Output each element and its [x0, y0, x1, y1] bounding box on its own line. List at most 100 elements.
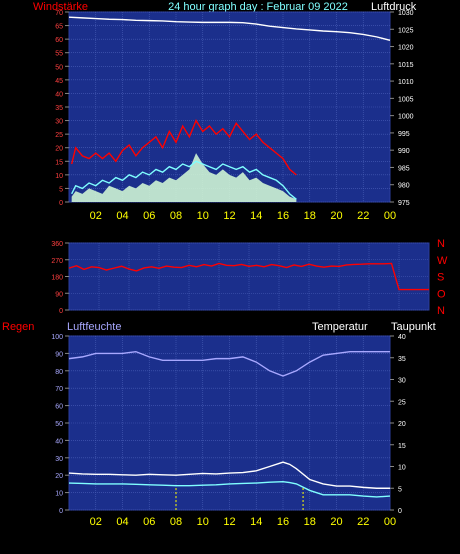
right-tick-label: 985: [398, 165, 410, 172]
left-tick-label: 90: [55, 291, 63, 298]
x-tick-label: 06: [143, 516, 155, 528]
right-tick-label: 15: [398, 443, 406, 450]
wind-direction-grid: [69, 242, 429, 311]
right-tick-label: 980: [398, 183, 410, 190]
series-line: [68, 350, 390, 377]
left-tick-label: 360: [51, 241, 63, 248]
left-tick-label: 60: [55, 404, 63, 411]
left-tick-label: 25: [55, 132, 63, 139]
left-tick-label: 80: [55, 369, 63, 376]
x-tick-label: 20: [330, 210, 342, 222]
wind-gust-area: [71, 153, 297, 202]
left-tick-label: 90: [55, 351, 63, 358]
right-tick-label: 1000: [398, 114, 414, 121]
compass-letter: N: [437, 238, 445, 250]
x-tick-label: 18: [304, 210, 316, 222]
right-tick-label: 20: [398, 421, 406, 428]
left-tick-label: 5: [59, 186, 63, 193]
temperature-axis-title: Temperatur: [312, 321, 368, 333]
left-tick-label: 30: [55, 119, 63, 126]
left-tick-label: 55: [55, 51, 63, 58]
left-tick-label: 30: [55, 456, 63, 463]
x-tick-label: 22: [357, 210, 369, 222]
x-tick-label: 08: [170, 516, 182, 528]
x-tick-label: 18: [304, 516, 316, 528]
x-tick-label: 14: [250, 516, 262, 528]
right-tick-label: 0: [398, 508, 402, 515]
chart-title: 24 hour graph day : Februar 09 2022: [168, 1, 348, 13]
humidity-temperature-grid: [69, 335, 390, 511]
x-tick-label: 02: [90, 516, 102, 528]
x-tick-label: 04: [116, 210, 128, 222]
right-tick-label: 1030: [398, 10, 414, 17]
humidity-temperature-series: [68, 350, 391, 510]
right-tick-label: 35: [398, 356, 406, 363]
compass-letter: W: [437, 255, 448, 267]
left-tick-label: 50: [55, 421, 63, 428]
pressure-axis-title: Luftdruck: [371, 1, 417, 13]
right-tick-label: 995: [398, 131, 410, 138]
x-tick-label: 08: [170, 210, 182, 222]
left-tick-label: 0: [59, 308, 63, 315]
x-tick-label: 04: [116, 516, 128, 528]
right-tick-label: 990: [398, 148, 410, 155]
left-tick-label: 60: [55, 37, 63, 44]
left-tick-label: 35: [55, 105, 63, 112]
left-tick-label: 270: [51, 258, 63, 265]
series-line: [68, 481, 391, 498]
left-tick-label: 65: [55, 24, 63, 31]
right-tick-label: 5: [398, 486, 402, 493]
wind-direction-series: [68, 262, 429, 291]
right-tick-label: 1015: [398, 62, 414, 69]
wind-pressure-series: [68, 16, 391, 202]
right-tick-label: 40: [398, 334, 406, 341]
wind-axis-title: Windstärke: [33, 1, 88, 13]
left-tick-label: 45: [55, 78, 63, 85]
x-tick-label: 20: [330, 516, 342, 528]
left-tick-label: 0: [59, 508, 63, 515]
left-tick-label: 50: [55, 64, 63, 71]
x-tick-label: 12: [223, 210, 235, 222]
wind-pressure-grid: [69, 11, 390, 203]
humidity-axis-title: Luftfeuchte: [67, 321, 121, 333]
series-line: [68, 461, 390, 489]
left-tick-label: 70: [55, 386, 63, 393]
left-tick-label: 100: [51, 334, 63, 341]
x-tick-label: 00: [384, 516, 396, 528]
right-tick-label: 30: [398, 378, 406, 385]
left-tick-label: 40: [55, 91, 63, 98]
x-tick-label: 16: [277, 516, 289, 528]
x-tick-label: 14: [250, 210, 262, 222]
humidity-ticks: 0 10 20 30 40 50 60 70 80 90 100: [51, 334, 69, 515]
series-line: [70, 119, 297, 176]
pressure-ticks: 975 980 985 990 995 1000 1005 1010 1015 1020 1025 1…: [390, 10, 414, 207]
x-tick-label: 10: [197, 210, 209, 222]
rain-axis-title: Regen: [2, 321, 34, 333]
compass-letter: N: [437, 305, 445, 317]
right-tick-label: 1025: [398, 27, 414, 34]
left-tick-label: 20: [55, 146, 63, 153]
left-tick-label: 40: [55, 438, 63, 445]
left-tick-label: 15: [55, 159, 63, 166]
series-line: [71, 160, 297, 200]
x-tick-label: 02: [90, 210, 102, 222]
x-tick-label: 16: [277, 210, 289, 222]
right-tick-label: 975: [398, 200, 410, 207]
left-tick-label: 0: [59, 200, 63, 207]
right-tick-label: 1005: [398, 96, 414, 103]
compass-letter: O: [437, 288, 446, 300]
series-line: [68, 262, 429, 291]
humidity-temperature-x-ticks: 02 04 06 08 10 12 14 16 18 20 22 00: [90, 516, 397, 528]
temperature-ticks: 0 5 10 15 20 25 30 35 40: [390, 334, 406, 515]
right-tick-label: 10: [398, 465, 406, 472]
series-line: [68, 16, 391, 42]
left-tick-label: 10: [55, 173, 63, 180]
right-tick-label: 25: [398, 399, 406, 406]
x-tick-label: 12: [223, 516, 235, 528]
right-tick-label: 1020: [398, 45, 414, 52]
